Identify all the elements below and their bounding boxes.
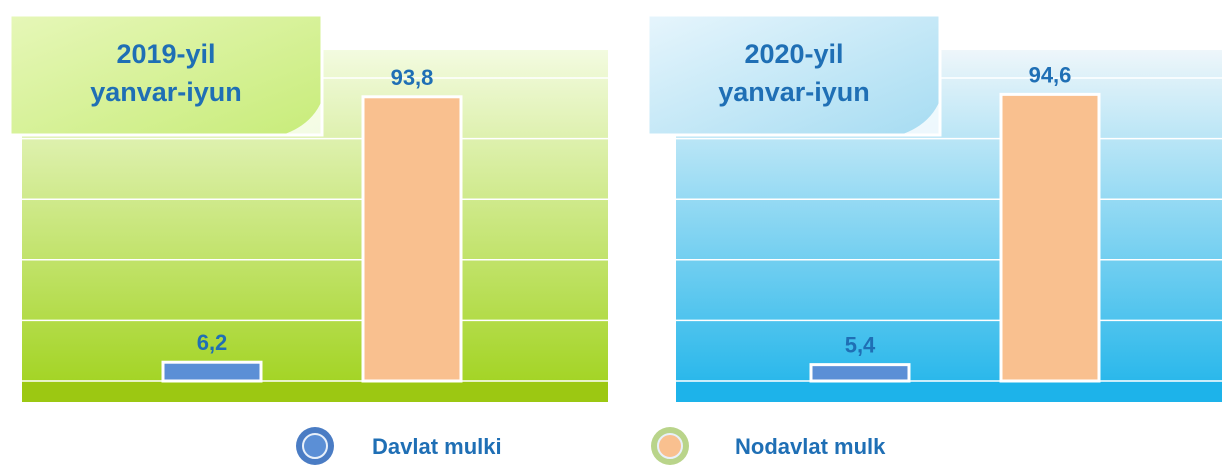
value-label: 94,6: [1029, 62, 1072, 87]
legend-label: Davlat mulki: [372, 434, 502, 459]
bar: [999, 92, 1101, 383]
bar: [161, 360, 263, 383]
title-box: [646, 13, 942, 137]
panel-floor: [22, 381, 608, 402]
legend-swatch: [657, 433, 683, 459]
value-label: 93,8: [391, 65, 434, 90]
panel-title: 2020-yil yanvar-iyun: [718, 39, 870, 107]
panel-title: 2019-yil yanvar-iyun: [90, 39, 242, 107]
title-curl: [900, 100, 940, 135]
legend-swatch: [302, 433, 328, 459]
bar: [361, 95, 463, 383]
title-box: [8, 13, 324, 137]
panel-floor: [676, 381, 1222, 402]
bar: [809, 363, 911, 383]
legend-label: Nodavlat mulk: [735, 434, 886, 459]
title-curl: [282, 100, 322, 135]
value-label: 6,2: [197, 330, 228, 355]
value-label: 5,4: [845, 333, 876, 358]
